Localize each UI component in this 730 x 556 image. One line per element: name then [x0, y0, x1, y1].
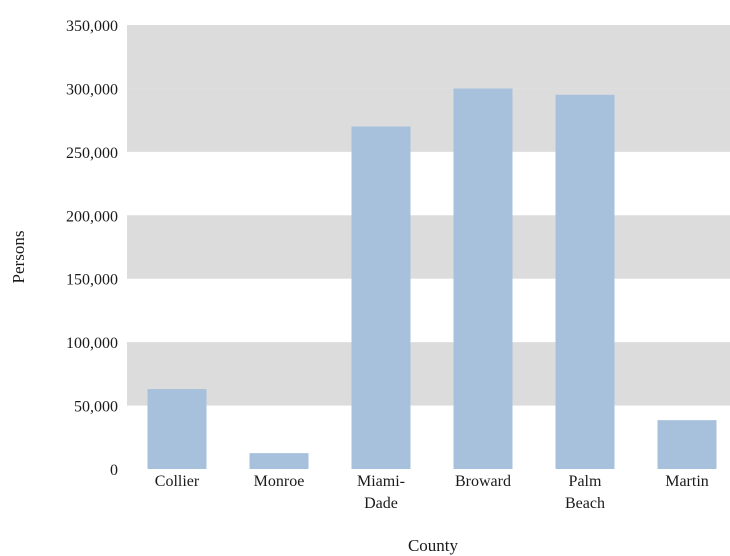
grid-band — [127, 342, 730, 406]
x-tick-label: Martin — [665, 473, 709, 490]
bars — [147, 88, 717, 470]
grid-band — [127, 88, 730, 152]
bar — [555, 94, 615, 470]
y-tick-label: 250,000 — [66, 145, 118, 162]
bar — [657, 420, 717, 469]
y-tick-label: 350,000 — [66, 18, 118, 35]
x-tick-label: Monroe — [254, 473, 305, 490]
grid-band — [127, 215, 730, 279]
y-tick-label: 0 — [110, 462, 118, 479]
y-tick-label: 50,000 — [74, 399, 118, 416]
x-tick-label: Broward — [455, 473, 511, 490]
y-tick-label: 300,000 — [66, 81, 118, 98]
x-tick-label: Palm Beach — [565, 473, 605, 512]
x-tick-label: Collier — [155, 473, 200, 490]
bar — [249, 453, 309, 469]
grid-band — [127, 25, 730, 89]
x-axis-title: County — [408, 536, 459, 555]
bar — [147, 389, 207, 469]
y-tick-label: 150,000 — [66, 272, 118, 289]
x-tick-label: Miami-Dade — [357, 473, 405, 512]
bar — [453, 88, 513, 469]
y-axis-title: Persons — [9, 231, 28, 284]
x-axis-ticks: Collier Monroe Miami-Dade Broward Palm Beach M… — [155, 473, 709, 512]
y-tick-label: 100,000 — [66, 335, 118, 352]
grid-bands — [127, 25, 730, 406]
y-axis-ticks: 0 50,000 100,000 150,000 200,000 250,000 300,0… — [66, 18, 118, 479]
bar — [351, 126, 411, 469]
y-tick-label: 200,000 — [66, 208, 118, 225]
